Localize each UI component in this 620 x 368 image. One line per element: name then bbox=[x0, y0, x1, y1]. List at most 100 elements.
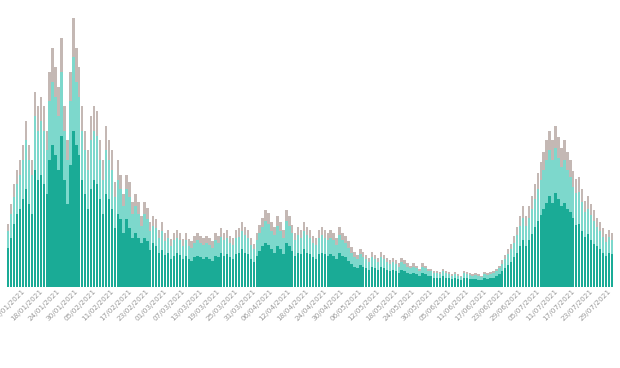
Bar bbox=[359, 249, 361, 287]
Bar bbox=[33, 170, 36, 287]
Bar bbox=[16, 170, 19, 287]
Bar bbox=[185, 233, 187, 287]
Bar bbox=[406, 266, 409, 287]
Bar bbox=[608, 253, 610, 287]
Bar bbox=[48, 72, 51, 287]
Bar bbox=[604, 242, 607, 287]
Bar bbox=[146, 208, 149, 287]
Bar bbox=[72, 57, 74, 287]
Bar bbox=[312, 257, 314, 287]
Bar bbox=[557, 199, 560, 287]
Bar bbox=[516, 227, 518, 287]
Bar bbox=[252, 244, 255, 287]
Bar bbox=[164, 255, 166, 287]
Bar bbox=[193, 243, 196, 287]
Bar bbox=[179, 240, 181, 287]
Bar bbox=[161, 231, 163, 287]
Bar bbox=[200, 257, 202, 287]
Bar bbox=[371, 266, 373, 287]
Bar bbox=[19, 175, 21, 287]
Bar bbox=[549, 131, 551, 287]
Bar bbox=[7, 231, 9, 287]
Bar bbox=[63, 180, 66, 287]
Bar bbox=[542, 209, 545, 287]
Bar bbox=[175, 230, 178, 287]
Bar bbox=[45, 131, 48, 287]
Bar bbox=[113, 229, 116, 287]
Bar bbox=[72, 18, 74, 287]
Bar bbox=[158, 230, 161, 287]
Bar bbox=[244, 235, 246, 287]
Bar bbox=[448, 274, 450, 287]
Bar bbox=[572, 218, 575, 287]
Bar bbox=[143, 238, 146, 287]
Bar bbox=[120, 189, 122, 287]
Bar bbox=[288, 247, 291, 287]
Bar bbox=[469, 279, 471, 287]
Bar bbox=[48, 102, 51, 287]
Bar bbox=[466, 274, 468, 287]
Bar bbox=[604, 234, 607, 287]
Bar bbox=[16, 214, 19, 287]
Bar bbox=[31, 160, 33, 287]
Bar bbox=[13, 184, 16, 287]
Bar bbox=[140, 226, 143, 287]
Bar bbox=[255, 233, 258, 287]
Bar bbox=[87, 170, 89, 287]
Bar bbox=[259, 251, 261, 287]
Bar bbox=[300, 230, 303, 287]
Bar bbox=[200, 243, 202, 287]
Bar bbox=[226, 238, 228, 287]
Bar bbox=[315, 259, 317, 287]
Bar bbox=[315, 238, 317, 287]
Bar bbox=[563, 141, 565, 287]
Bar bbox=[108, 199, 110, 287]
Bar bbox=[389, 260, 391, 287]
Bar bbox=[158, 238, 161, 287]
Bar bbox=[164, 233, 166, 287]
Bar bbox=[267, 223, 270, 287]
Bar bbox=[297, 235, 299, 287]
Bar bbox=[401, 258, 403, 287]
Bar bbox=[350, 247, 353, 287]
Bar bbox=[45, 194, 48, 287]
Bar bbox=[81, 131, 84, 287]
Bar bbox=[117, 180, 119, 287]
Bar bbox=[75, 47, 78, 287]
Bar bbox=[291, 233, 293, 287]
Bar bbox=[102, 160, 104, 287]
Bar bbox=[294, 233, 296, 287]
Bar bbox=[264, 221, 267, 287]
Bar bbox=[536, 173, 539, 287]
Bar bbox=[158, 253, 161, 287]
Bar bbox=[418, 276, 420, 287]
Bar bbox=[569, 160, 572, 287]
Bar bbox=[519, 216, 521, 287]
Bar bbox=[362, 266, 365, 287]
Bar bbox=[19, 209, 21, 287]
Bar bbox=[105, 126, 107, 287]
Bar bbox=[182, 239, 184, 287]
Bar bbox=[190, 261, 193, 287]
Bar bbox=[190, 241, 193, 287]
Bar bbox=[534, 227, 536, 287]
Bar bbox=[208, 259, 211, 287]
Bar bbox=[569, 177, 572, 287]
Bar bbox=[596, 217, 598, 287]
Bar bbox=[262, 247, 264, 287]
Bar bbox=[554, 193, 557, 287]
Bar bbox=[297, 253, 299, 287]
Bar bbox=[87, 209, 89, 287]
Bar bbox=[549, 196, 551, 287]
Bar bbox=[324, 238, 326, 287]
Bar bbox=[377, 258, 379, 287]
Bar bbox=[309, 254, 311, 287]
Bar bbox=[120, 175, 122, 287]
Bar bbox=[442, 276, 445, 287]
Bar bbox=[557, 137, 560, 287]
Bar bbox=[546, 141, 548, 287]
Bar bbox=[380, 252, 382, 287]
Bar bbox=[457, 279, 459, 287]
Bar bbox=[223, 256, 226, 287]
Bar bbox=[560, 148, 563, 287]
